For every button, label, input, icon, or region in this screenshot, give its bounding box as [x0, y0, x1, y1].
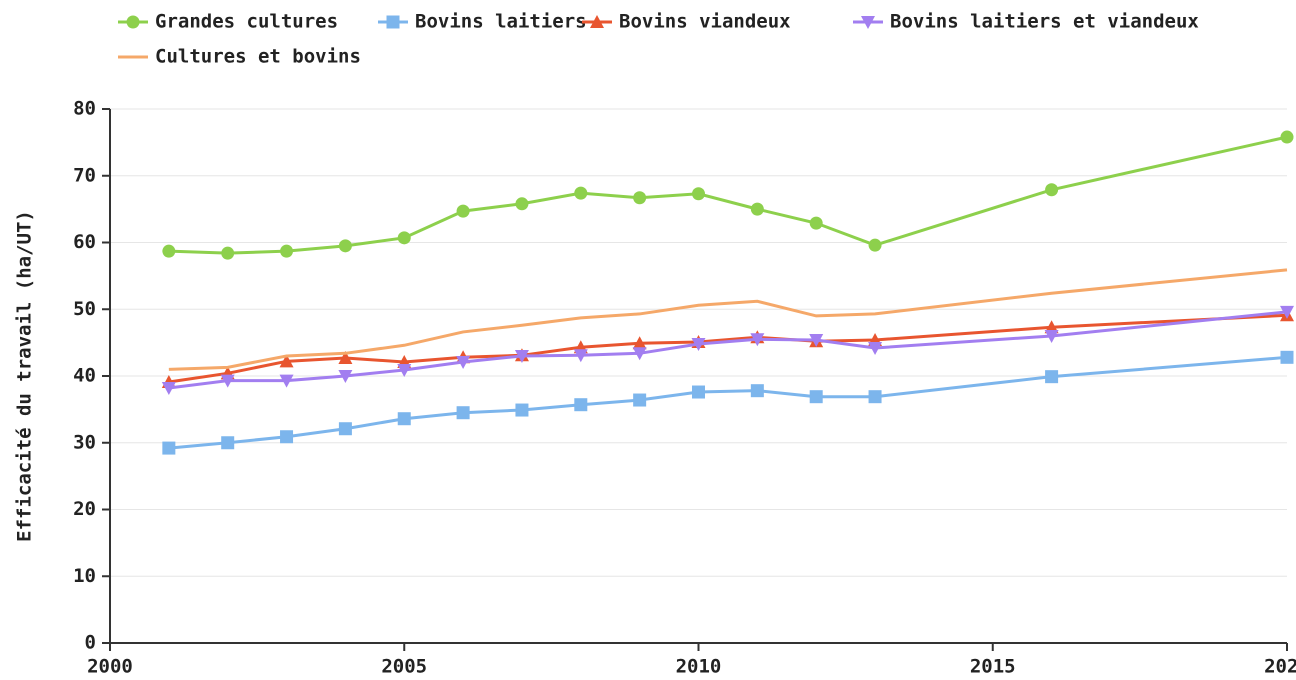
marker [1045, 183, 1059, 197]
marker [515, 197, 529, 211]
marker [868, 341, 883, 355]
marker [633, 191, 647, 205]
marker [456, 406, 470, 420]
marker [1280, 305, 1294, 319]
marker [514, 349, 529, 363]
marker [750, 333, 765, 347]
x-tick-label: 2015 [970, 656, 1016, 678]
marker [221, 436, 235, 450]
marker [161, 382, 176, 396]
y-tick-label: 40 [73, 365, 96, 387]
legend-label: Bovins viandeux [619, 11, 791, 33]
marker [750, 384, 764, 398]
marker [280, 430, 294, 444]
marker [809, 216, 823, 230]
y-axis-label: Efficacité du travail (ha/UT) [14, 210, 36, 542]
marker [456, 355, 471, 369]
marker [338, 350, 353, 364]
marker [126, 15, 140, 29]
marker [456, 204, 470, 218]
marker [1280, 130, 1294, 144]
marker [868, 238, 882, 252]
y-tick-label: 60 [73, 231, 96, 253]
marker [861, 16, 875, 29]
x-tick-label: 2005 [381, 656, 427, 678]
marker [280, 244, 294, 258]
marker [1280, 350, 1294, 364]
y-tick-label: 10 [73, 565, 96, 587]
series-line [168, 135, 1288, 255]
marker [338, 422, 352, 436]
marker [692, 187, 705, 201]
x-tick-label: 2000 [87, 656, 133, 678]
y-tick-label: 20 [73, 498, 96, 520]
marker [515, 403, 529, 417]
y-tick-label: 50 [73, 298, 96, 320]
marker [1044, 329, 1059, 343]
marker [868, 390, 882, 404]
marker [691, 337, 706, 351]
marker [220, 374, 235, 388]
marker [1045, 370, 1059, 384]
y-tick-label: 0 [85, 632, 96, 654]
legend-label: Bovins laitiers et viandeux [890, 11, 1199, 33]
marker [386, 15, 400, 29]
marker [809, 333, 824, 347]
marker [632, 347, 647, 361]
legend-label: Grandes cultures [155, 11, 338, 33]
marker [338, 370, 353, 383]
marker [574, 398, 588, 412]
legend-label: Bovins laitiers [415, 11, 587, 33]
legend-label: Cultures et bovins [155, 46, 361, 68]
marker [632, 336, 647, 350]
marker [162, 244, 176, 258]
marker [397, 412, 411, 426]
marker [397, 231, 411, 245]
marker [633, 393, 647, 407]
marker [221, 246, 235, 260]
x-tick-label: 2020 [1264, 656, 1296, 678]
marker [279, 354, 294, 368]
marker [809, 390, 823, 404]
marker [692, 385, 705, 399]
marker [162, 441, 176, 455]
marker [750, 202, 764, 216]
y-tick-label: 70 [73, 164, 96, 186]
series-line [168, 268, 1288, 371]
marker [574, 186, 588, 200]
marker [279, 374, 294, 388]
marker [573, 349, 588, 363]
marker [397, 363, 412, 377]
y-tick-label: 30 [73, 431, 96, 453]
x-tick-label: 2010 [676, 656, 722, 678]
marker [338, 239, 352, 253]
y-tick-label: 80 [73, 98, 96, 120]
series-line [168, 355, 1288, 450]
marker [590, 15, 604, 28]
